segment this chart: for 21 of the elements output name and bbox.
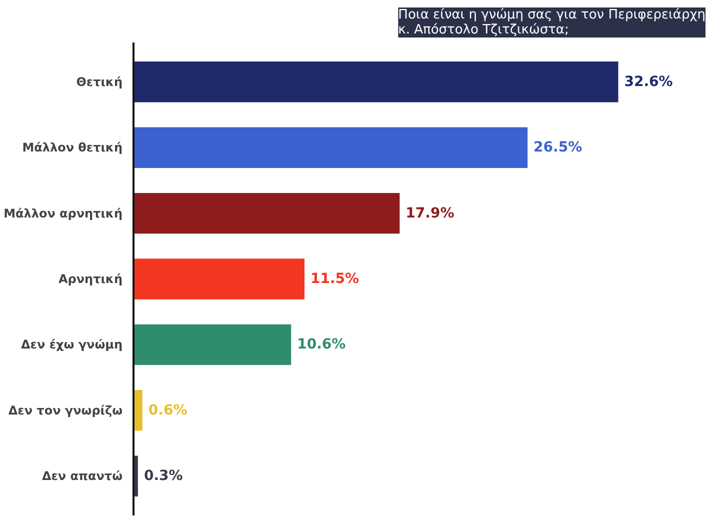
y-tick-label: Δεν απαντώ bbox=[42, 469, 122, 484]
bar bbox=[134, 258, 304, 300]
y-tick-label: Μάλλον αρνητική bbox=[4, 206, 122, 220]
bar bbox=[134, 127, 528, 168]
bar bbox=[134, 324, 292, 366]
data-label: 32.6% bbox=[624, 74, 673, 90]
bar bbox=[134, 390, 142, 431]
y-tick-label: Μάλλον θετική bbox=[22, 140, 122, 155]
bar bbox=[134, 62, 618, 102]
data-label: 0.6% bbox=[148, 402, 188, 418]
y-tick-label: Θετική bbox=[76, 74, 123, 89]
chart-title: Ποια είναι η γνώμη σας για τον Περιφερειάρχη κ. Απόστολο Τζιτζικώστα; bbox=[398, 8, 706, 38]
data-label: 0.3% bbox=[144, 468, 183, 484]
y-tick-label: Αρνητική bbox=[58, 272, 123, 286]
data-label: 17.9% bbox=[406, 205, 454, 222]
y-tick-label: Δεν τον γνωρίζω bbox=[8, 403, 123, 418]
y-tick-label: Δεν έχω γνώμη bbox=[21, 338, 123, 352]
data-label: 10.6% bbox=[297, 336, 346, 353]
data-label: 26.5% bbox=[534, 140, 582, 156]
data-label: 11.5% bbox=[310, 271, 360, 287]
bar bbox=[134, 192, 400, 234]
